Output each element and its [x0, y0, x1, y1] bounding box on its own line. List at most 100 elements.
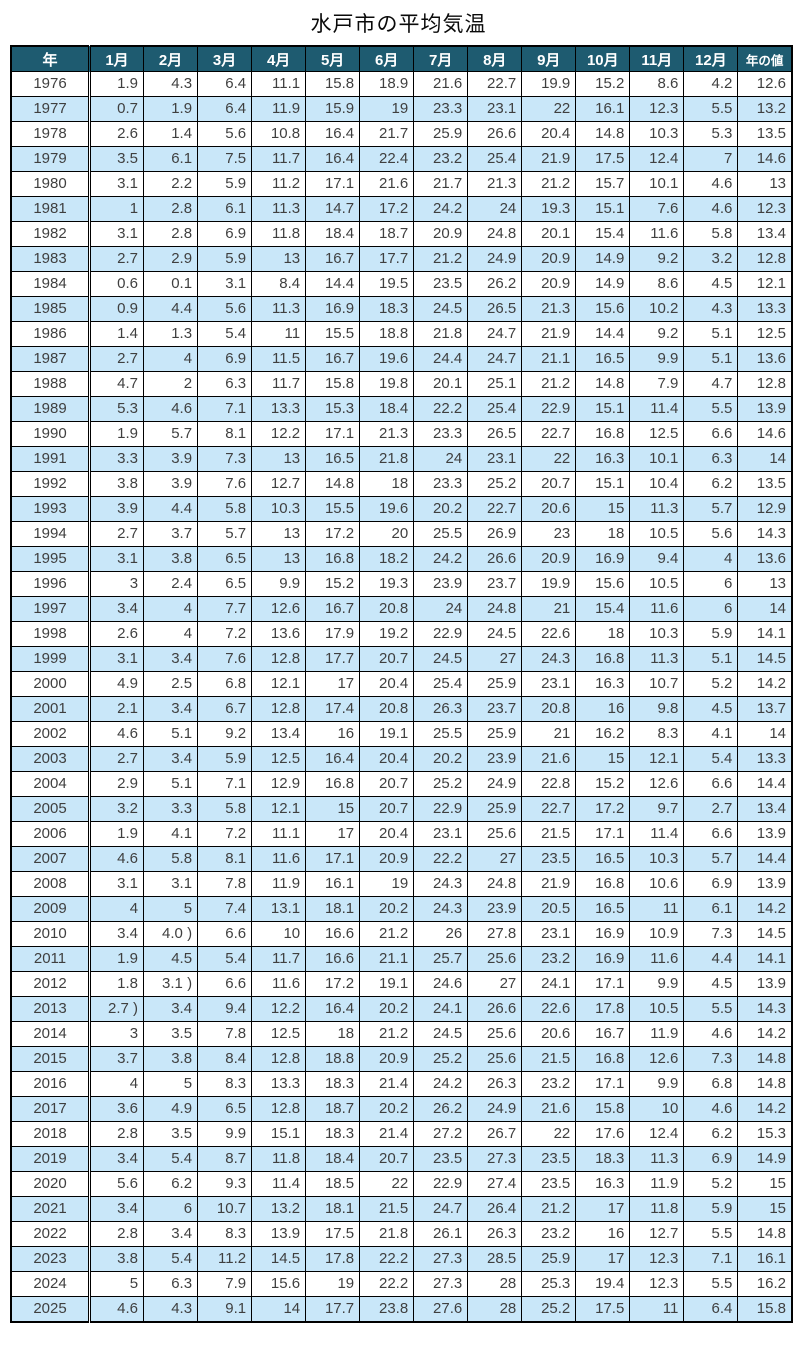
temperature-cell: 15.2	[575, 71, 631, 97]
temperature-cell: 17.5	[575, 1296, 631, 1323]
temperature-cell: 17.2	[359, 196, 415, 222]
temperature-cell: 6.9	[683, 1146, 739, 1172]
temperature-cell: 3.4	[143, 696, 199, 722]
temperature-cell: 14.8	[737, 1221, 793, 1247]
temperature-cell: 12.8	[737, 246, 793, 272]
temperature-cell: 8.3	[197, 1221, 253, 1247]
temperature-cell: 3.1	[88, 221, 145, 247]
temperature-cell: 16.7	[305, 596, 361, 622]
temperature-cell: 11.1	[251, 71, 307, 97]
temperature-cell: 23.9	[413, 571, 469, 597]
temperature-cell: 15	[575, 746, 631, 772]
temperature-cell: 19.3	[521, 196, 577, 222]
year-cell: 2001	[10, 696, 91, 722]
year-cell: 2010	[10, 921, 91, 947]
temperature-cell: 19.2	[359, 621, 415, 647]
temperature-cell: 17.5	[305, 1221, 361, 1247]
temperature-cell: 14.5	[737, 646, 793, 672]
temperature-cell: 2.9	[143, 246, 199, 272]
temperature-cell: 16.8	[575, 871, 631, 897]
temperature-cell: 15.5	[305, 496, 361, 522]
temperature-cell: 26	[413, 921, 469, 947]
temperature-cell: 2.7 )	[88, 996, 145, 1022]
temperature-cell: 20.2	[359, 1096, 415, 1122]
temperature-cell: 12.8	[251, 696, 307, 722]
temperature-cell: 5	[88, 1271, 145, 1297]
temperature-cell: 4	[88, 1071, 145, 1097]
temperature-cell: 3.9	[88, 496, 145, 522]
temperature-cell: 16.8	[305, 546, 361, 572]
temperature-cell: 4.4	[143, 496, 199, 522]
temperature-cell: 17.2	[305, 971, 361, 997]
temperature-cell: 16.7	[575, 1021, 631, 1047]
temperature-cell: 13.9	[737, 821, 793, 847]
table-row: 2016 4 5 8.3 13.3 18.3 21.4 24.2 26.3 23.2 17.1 9.9…	[10, 1071, 793, 1097]
temperature-cell: 4.0 )	[143, 921, 199, 947]
table-row: 1993 3.9 4.4 5.8 10.3 15.5 19.6 20.2 22.7 20.6 15 1…	[10, 496, 793, 522]
temperature-cell: 20.4	[521, 121, 577, 147]
temperature-cell: 11.9	[251, 96, 307, 122]
table-row: 2017 3.6 4.9 6.5 12.8 18.7 20.2 26.2 24.9 21.6 15.…	[10, 1096, 793, 1122]
temperature-cell: 0.1	[143, 271, 199, 297]
temperature-cell: 7.2	[197, 821, 253, 847]
table-row: 2003 2.7 3.4 5.9 12.5 16.4 20.4 20.2 23.9 21.6 15 1…	[10, 746, 793, 772]
temperature-cell: 4.2	[683, 71, 739, 97]
table-row: 1980 3.1 2.2 5.9 11.2 17.1 21.6 21.7 21.3 21.2 15.…	[10, 171, 793, 197]
temperature-cell: 19	[359, 871, 415, 897]
temperature-cell: 11.1	[251, 821, 307, 847]
temperature-cell: 24.3	[413, 896, 469, 922]
temperature-cell: 2.8	[88, 1121, 145, 1147]
temperature-cell: 11	[629, 1296, 685, 1323]
temperature-cell: 15.8	[305, 71, 361, 97]
temperature-cell: 7.1	[197, 771, 253, 797]
column-header: 7月	[413, 45, 469, 72]
temperature-cell: 6.8	[197, 671, 253, 697]
temperature-cell: 6.9	[197, 221, 253, 247]
temperature-cell: 3.4	[88, 921, 145, 947]
year-cell: 2025	[10, 1296, 91, 1323]
temperature-cell: 24.1	[413, 996, 469, 1022]
table-row: 1987 2.7 4 6.9 11.5 16.7 19.6 24.4 24.7 21.1 16.5 9…	[10, 346, 793, 372]
temperature-cell: 22.2	[359, 1246, 415, 1272]
temperature-cell: 1.4	[88, 321, 145, 347]
temperature-cell: 20.2	[413, 746, 469, 772]
temperature-cell: 10.4	[629, 471, 685, 497]
table-row: 1979 3.5 6.1 7.5 11.7 16.4 22.4 23.2 25.4 21.9 17.…	[10, 146, 793, 172]
temperature-cell: 3.9	[143, 471, 199, 497]
temperature-cell: 23.2	[521, 946, 577, 972]
temperature-cell: 6.6	[197, 971, 253, 997]
temperature-cell: 19	[305, 1271, 361, 1297]
temperature-cell: 12.4	[629, 146, 685, 172]
temperature-cell: 21.5	[521, 821, 577, 847]
temperature-cell: 4	[683, 546, 739, 572]
table-row: 2014 3 3.5 7.8 12.5 18 21.2 24.5 25.6 20.6 16.7 11.…	[10, 1021, 793, 1047]
temperature-cell: 12.5	[737, 321, 793, 347]
temperature-cell: 3.4	[88, 1196, 145, 1222]
temperature-cell: 4.6	[683, 1096, 739, 1122]
temperature-cell: 17	[305, 821, 361, 847]
table-row: 1999 3.1 3.4 7.6 12.8 17.7 20.7 24.5 27 24.3 16.8 1…	[10, 646, 793, 672]
column-header: 年	[10, 45, 91, 72]
temperature-cell: 17.7	[359, 246, 415, 272]
temperature-cell: 14.8	[575, 121, 631, 147]
temperature-cell: 3.8	[88, 1246, 145, 1272]
temperature-cell: 14.2	[737, 1096, 793, 1122]
year-cell: 2009	[10, 896, 91, 922]
temperature-cell: 25.3	[521, 1271, 577, 1297]
temperature-cell: 21.5	[521, 1046, 577, 1072]
temperature-cell: 23.8	[359, 1296, 415, 1323]
temperature-cell: 25.6	[467, 946, 523, 972]
temperature-cell: 4.9	[143, 1096, 199, 1122]
year-cell: 1986	[10, 321, 91, 347]
year-cell: 1991	[10, 446, 91, 472]
temperature-cell: 9.9	[629, 971, 685, 997]
temperature-cell: 26.2	[413, 1096, 469, 1122]
temperature-cell: 5.4	[197, 946, 253, 972]
temperature-cell: 9.2	[629, 246, 685, 272]
temperature-cell: 16.9	[575, 946, 631, 972]
year-cell: 1981	[10, 196, 91, 222]
year-cell: 1996	[10, 571, 91, 597]
temperature-cell: 16.3	[575, 671, 631, 697]
temperature-cell: 22.2	[413, 846, 469, 872]
temperature-cell: 10.5	[629, 521, 685, 547]
